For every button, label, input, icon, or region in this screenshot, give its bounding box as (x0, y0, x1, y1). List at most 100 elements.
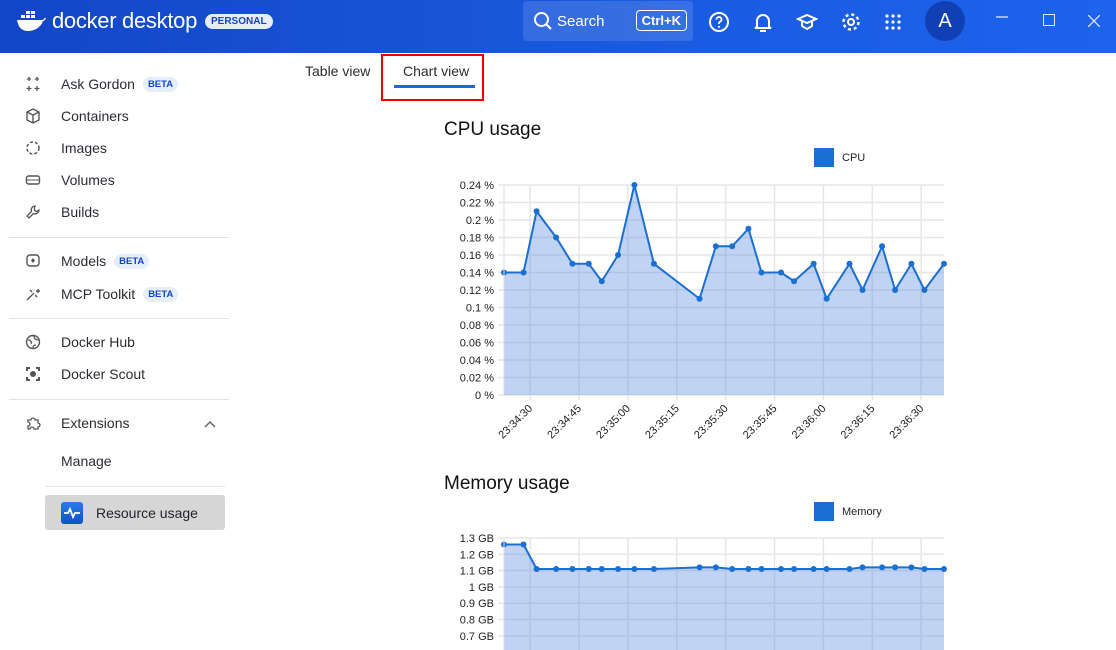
cpu-data-point (908, 260, 915, 267)
cpu-data-point (585, 260, 592, 267)
memory-data-point (810, 565, 817, 572)
search-button[interactable]: Search Ctrl+K (523, 1, 693, 41)
active-tab-indicator (394, 85, 475, 88)
memory-data-point (501, 541, 507, 548)
close-icon[interactable] (1087, 14, 1101, 32)
memory-y-tick-label: 1.1 GB (460, 566, 494, 578)
cpu-data-point (501, 269, 507, 276)
gear-icon[interactable] (839, 10, 863, 34)
memory-data-point (729, 565, 736, 572)
plan-badge: PERSONAL (205, 13, 273, 29)
cpu-data-point (791, 278, 798, 285)
beta-badge: BETA (143, 286, 179, 302)
sidebar-item-containers[interactable]: Containers (24, 106, 129, 126)
sidebar-item-ask-gordon[interactable]: Ask Gordon BETA (24, 74, 179, 94)
cpu-x-tick-label: 23:34:45 (545, 403, 584, 442)
sidebar-item-resource-usage[interactable]: Resource usage (45, 495, 225, 530)
minimize-icon[interactable] (996, 10, 1008, 28)
cpu-x-tick-label: 23:35:00 (594, 403, 633, 442)
memory-data-point (598, 565, 605, 572)
sidebar-divider (9, 318, 229, 319)
memory-data-point (520, 541, 527, 548)
models-icon (24, 252, 42, 270)
wrench-icon (24, 203, 42, 221)
sidebar-item-volumes[interactable]: Volumes (24, 170, 115, 190)
memory-y-tick-label: 1.2 GB (460, 549, 494, 561)
sidebar-divider (9, 237, 229, 238)
bell-icon[interactable] (751, 10, 775, 34)
sidebar-item-extensions[interactable]: Extensions (24, 413, 224, 433)
cpu-y-tick-label: 0.02 % (460, 373, 494, 385)
toolkit-icon (24, 285, 42, 303)
memory-legend-label: Memory (842, 506, 882, 518)
memory-area (504, 544, 944, 650)
cpu-y-tick-label: 0.06 % (460, 338, 494, 350)
sidebar-item-label: Volumes (61, 172, 115, 188)
cpu-y-tick-label: 0.18 % (460, 233, 494, 245)
cpu-data-point (712, 243, 719, 250)
brand-name: docker desktop (52, 8, 197, 33)
cpu-data-point (941, 260, 947, 267)
cpu-data-point (758, 269, 765, 276)
search-icon (534, 12, 552, 30)
maximize-icon[interactable] (1043, 14, 1055, 26)
sidebar-item-label: Docker Scout (61, 366, 146, 382)
cpu-data-point (533, 208, 540, 215)
cpu-data-point (846, 260, 853, 267)
cpu-data-point (650, 260, 657, 267)
memory-chart: 0.7 GB 0.8 GB 0.9 GB 1 GB 1.1 GB 1.2 GB 1.3 GB… (460, 502, 947, 650)
cpu-chart: 0 % 0.02 % 0.04 % 0.06 % 0.08 % 0.1 % 0.12 % 0.… (460, 148, 947, 441)
sidebar-item-images[interactable]: Images (24, 138, 107, 158)
sidebar-item-label: Extensions (61, 415, 130, 431)
sidebar-divider (45, 486, 225, 487)
cpu-data-point (921, 287, 928, 293)
tab-table-view[interactable]: Table view (305, 63, 371, 79)
cpu-x-tick-label: 23:36:30 (888, 403, 927, 442)
extensions-manage[interactable]: Manage (61, 451, 112, 471)
sidebar-item-docker-scout[interactable]: Docker Scout (24, 364, 145, 384)
title-bar: docker desktop PERSONAL Search Ctrl+K A (0, 0, 1116, 53)
sidebar-item-label: Ask Gordon (61, 76, 135, 92)
sidebar-item-label: Builds (61, 204, 100, 220)
puzzle-icon (24, 414, 42, 432)
cpu-legend-swatch (814, 148, 834, 167)
memory-data-point (696, 564, 703, 571)
memory-y-tick-label: 0.8 GB (460, 615, 494, 627)
cpu-data-point (823, 295, 830, 302)
cpu-y-tick-label: 0.24 % (460, 180, 494, 192)
sidebar-item-label: Models (61, 253, 107, 269)
cpu-x-tick-label: 23:35:15 (643, 403, 682, 442)
avatar[interactable]: A (925, 1, 965, 41)
sparkles-icon (24, 75, 42, 93)
cpu-x-tick-label: 23:35:45 (741, 403, 780, 442)
cpu-data-point (810, 260, 817, 267)
sidebar-item-label: MCP Toolkit (61, 286, 136, 302)
resource-usage-icon (61, 501, 83, 524)
hub-icon (24, 333, 42, 351)
cpu-y-tick-label: 0.1 % (466, 303, 494, 315)
cpu-x-tick-label: 23:34:30 (496, 403, 535, 442)
memory-data-point (533, 565, 540, 572)
apps-grid-icon[interactable] (881, 10, 905, 34)
cpu-data-point (859, 287, 866, 293)
sidebar-item-models[interactable]: Models BETA (24, 251, 150, 271)
memory-data-point (846, 565, 853, 572)
tab-chart-view[interactable]: Chart view (403, 63, 470, 79)
memory-data-point (791, 565, 798, 572)
memory-y-tick-label: 0.7 GB (460, 631, 494, 643)
cpu-y-tick-label: 0.04 % (460, 355, 494, 367)
memory-data-point (823, 565, 830, 572)
container-icon (24, 107, 42, 125)
cpu-data-point (892, 287, 899, 293)
cpu-x-tick-label: 23:36:00 (790, 403, 829, 442)
learn-icon[interactable] (795, 10, 819, 34)
memory-data-point (778, 565, 785, 572)
sidebar-item-builds[interactable]: Builds (24, 202, 99, 222)
sidebar-item-docker-hub[interactable]: Docker Hub (24, 332, 135, 352)
cpu-chart-title: CPU usage (444, 119, 542, 140)
chevron-up-icon[interactable] (204, 415, 216, 431)
help-icon[interactable] (707, 10, 731, 34)
beta-badge: BETA (114, 253, 150, 269)
images-icon (24, 139, 42, 157)
sidebar-item-mcp-toolkit[interactable]: MCP Toolkit BETA (24, 284, 179, 304)
